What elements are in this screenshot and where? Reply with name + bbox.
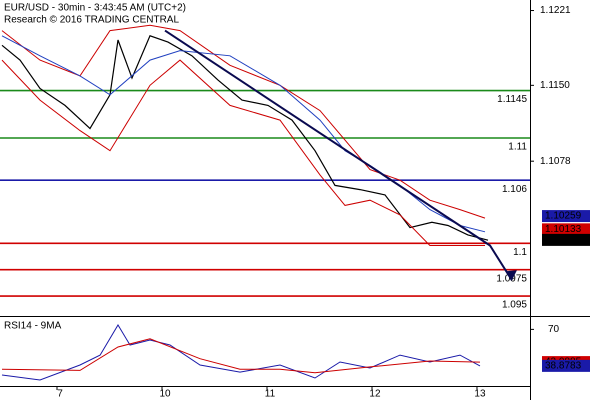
rsi-marker-label: 38.8783 <box>545 361 582 372</box>
series-line <box>1 35 486 233</box>
level-label: 1.106 <box>502 184 527 195</box>
x-tick-label: 7 <box>57 389 63 400</box>
level-label: 1.11 <box>508 142 527 153</box>
series-line <box>164 29 513 281</box>
level-label: 1.095 <box>502 300 527 311</box>
series-line <box>1 338 481 374</box>
x-tick-label: 11 <box>265 389 276 400</box>
x-tick-label: 12 <box>369 389 381 400</box>
series-line <box>1 59 485 246</box>
y-tick-label: 1.1150 <box>540 80 570 91</box>
price-marker-label: 1.10133 <box>545 224 582 235</box>
level-label: 1.1 <box>513 247 527 258</box>
chart-title: EUR/USD - 30min - 3:43:45 AM (UTC+2) <box>4 3 186 14</box>
series-line <box>1 35 489 241</box>
x-tick-label: 10 <box>159 389 171 400</box>
price-marker-label: 1.10033 <box>545 235 582 246</box>
series-line <box>1 324 481 381</box>
price-marker <box>542 210 590 223</box>
rsi-marker <box>542 359 590 372</box>
x-tick-label: 13 <box>474 389 486 400</box>
arrow-head <box>505 270 517 281</box>
chart-subtitle: Research © 2016 TRADING CENTRAL <box>4 15 179 26</box>
level-label: 1.1145 <box>497 94 527 105</box>
rsi-title: RSI14 - 9MA <box>4 321 62 332</box>
y-tick-label: 1.1221 <box>540 5 571 16</box>
y-tick-label: 1.1078 <box>540 156 571 167</box>
price-marker <box>542 233 590 246</box>
price-marker-label: 1.10259 <box>545 211 582 222</box>
price-marker <box>542 223 590 236</box>
y-tick-label: 70 <box>548 324 560 335</box>
